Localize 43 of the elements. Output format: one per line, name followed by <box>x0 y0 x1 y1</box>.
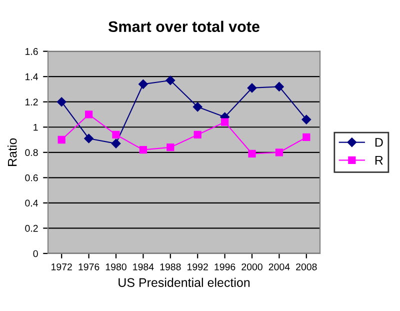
point <box>166 76 176 85</box>
y-tick-label: 1.2 <box>26 98 38 106</box>
y-tick-label: 0.2 <box>25 224 38 232</box>
point <box>111 138 121 148</box>
point <box>166 144 174 152</box>
x-tick-label: 2008 <box>296 263 317 270</box>
point <box>139 146 148 154</box>
point <box>138 80 148 89</box>
point <box>247 83 257 93</box>
point <box>56 97 66 106</box>
y-tick-label: 0.6 <box>25 174 38 182</box>
y-tick-label: 0.4 <box>25 200 38 207</box>
x-tick-label: 1972 <box>52 263 72 270</box>
legend-label: D <box>375 138 383 147</box>
point <box>192 102 202 112</box>
point <box>84 110 93 118</box>
point <box>112 130 120 139</box>
point <box>275 148 284 156</box>
point <box>84 134 94 144</box>
x-tick-label: 2004 <box>268 263 290 270</box>
y-axis-title: Ratio <box>8 138 17 166</box>
y-tick-label: 0.8 <box>25 149 38 156</box>
x-tick-label: 2000 <box>242 263 262 270</box>
legend-label: R <box>375 156 383 165</box>
y-tick-label: 0 <box>33 250 38 258</box>
point <box>274 82 284 92</box>
y-tick-label: 1.4 <box>26 73 38 80</box>
x-tick-label: 1976 <box>78 263 100 270</box>
x-tick-label: 1992 <box>188 263 208 270</box>
x-tick-label: 1984 <box>133 263 154 270</box>
x-axis-title: US Presidential election <box>118 278 250 287</box>
point <box>58 136 66 144</box>
y-tick-label: 1 <box>34 124 38 131</box>
x-tick-label: 1988 <box>160 263 181 270</box>
point <box>194 130 202 139</box>
x-tick-label: 1980 <box>106 263 126 270</box>
point <box>248 150 256 158</box>
y-tick-label: 1.6 <box>26 48 38 55</box>
point <box>220 118 229 126</box>
x-tick-label: 1996 <box>214 263 236 270</box>
point <box>302 114 312 124</box>
chart-title: Smart over total vote <box>108 20 260 32</box>
point <box>302 133 310 142</box>
